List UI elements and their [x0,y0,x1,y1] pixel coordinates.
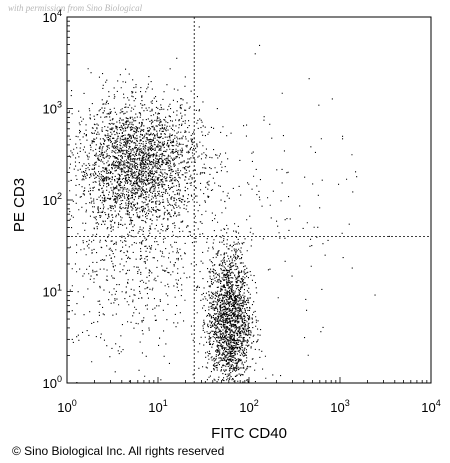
x-tick-labels: 100 101 102 103 104 [57,398,440,415]
event-dots [68,26,390,384]
y-tick-label: 103 [43,100,62,117]
y-tick-label: 101 [43,283,62,300]
watermark-text: with permission from Sino Biological [8,3,143,13]
copyright-notice: © Sino Biological Inc. All rights reserv… [12,444,225,458]
x-tick-label: 103 [330,398,349,415]
x-tick-label: 102 [239,398,258,415]
y-tick-label: 102 [43,191,62,208]
events-layer [68,26,390,384]
y-axis-label: PE CD3 [11,178,28,232]
x-tick-label: 100 [57,398,76,415]
x-tick-label: 101 [148,398,167,415]
quadrant-gates [67,17,431,383]
flow-cytometry-scatter-plot: 100 101 102 103 104 100 101 102 103 104 FITC CD4… [11,8,441,440]
y-tick-label: 100 [43,374,62,391]
plot-frame [66,16,432,384]
y-tick-labels: 100 101 102 103 104 [43,8,62,391]
x-tick-label: 104 [421,398,440,415]
y-tick-label: 104 [43,8,62,25]
x-axis-label: FITC CD40 [211,425,287,440]
